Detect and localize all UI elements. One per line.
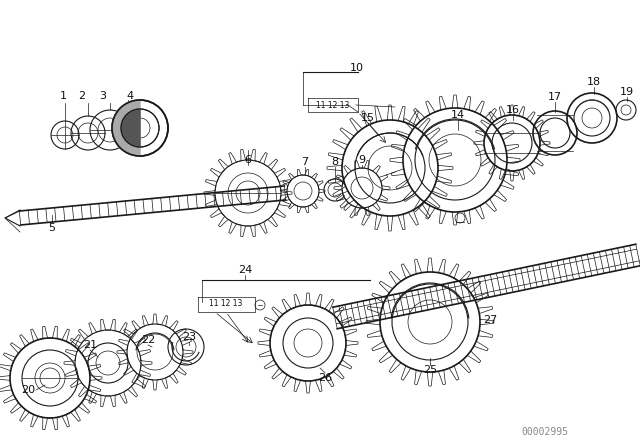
Text: 17: 17	[548, 92, 562, 102]
Text: 26: 26	[318, 373, 332, 383]
Text: 6: 6	[244, 155, 252, 165]
Text: 7: 7	[301, 157, 308, 167]
Text: 20: 20	[21, 385, 35, 395]
Text: 23: 23	[182, 332, 196, 342]
Text: 27: 27	[483, 315, 497, 325]
Text: 19: 19	[620, 87, 634, 97]
Text: 11 12 13: 11 12 13	[209, 300, 243, 309]
Polygon shape	[112, 100, 140, 156]
Text: 21: 21	[83, 340, 97, 350]
Text: 16: 16	[506, 105, 520, 115]
Text: 22: 22	[141, 335, 155, 345]
Text: 18: 18	[587, 77, 601, 87]
Text: 14: 14	[451, 110, 465, 120]
Text: 8: 8	[332, 157, 339, 167]
Text: 1: 1	[60, 91, 67, 101]
Polygon shape	[121, 109, 140, 147]
Text: 24: 24	[238, 265, 252, 275]
Text: 3: 3	[99, 91, 106, 101]
Text: 2: 2	[79, 91, 86, 101]
Text: 25: 25	[423, 365, 437, 375]
Text: 00002995: 00002995	[522, 427, 568, 437]
Text: 10: 10	[350, 63, 364, 73]
Text: 4: 4	[127, 91, 134, 101]
Text: 15: 15	[361, 113, 375, 123]
Text: 9: 9	[358, 155, 365, 165]
Text: 11 12 13: 11 12 13	[316, 100, 349, 109]
Text: 5: 5	[49, 223, 56, 233]
